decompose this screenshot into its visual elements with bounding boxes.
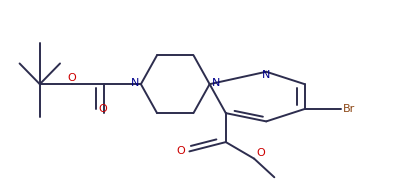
Text: O: O: [68, 73, 77, 83]
Text: N: N: [262, 70, 271, 80]
Text: O: O: [177, 146, 185, 156]
Text: O: O: [256, 148, 265, 158]
Text: N: N: [212, 78, 220, 88]
Text: N: N: [130, 78, 139, 88]
Text: O: O: [98, 104, 107, 114]
Text: Br: Br: [343, 104, 356, 114]
